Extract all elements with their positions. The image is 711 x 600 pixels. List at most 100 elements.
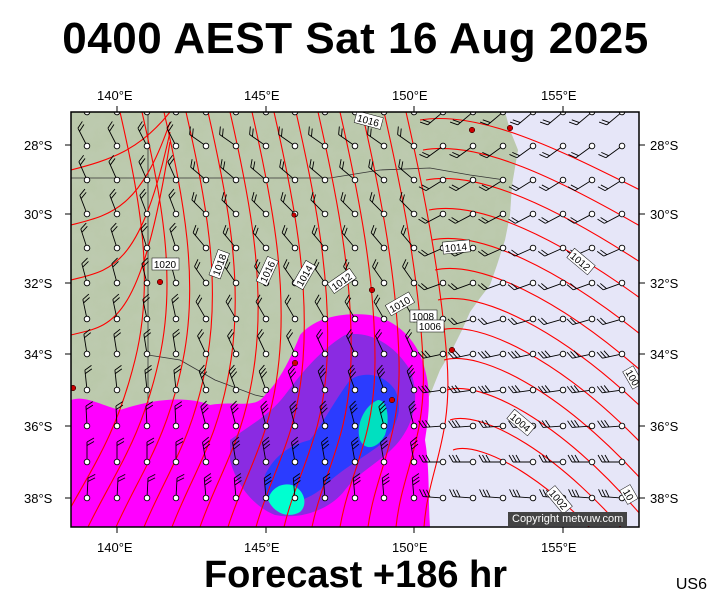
wind-barb bbox=[447, 350, 477, 359]
wind-barb bbox=[448, 176, 477, 191]
city-marker bbox=[468, 126, 476, 134]
wind-barb bbox=[257, 329, 270, 358]
wind-barb bbox=[251, 191, 270, 218]
wind-barb bbox=[507, 244, 537, 257]
wind-barb bbox=[113, 437, 125, 466]
wind-barb bbox=[139, 188, 151, 218]
wind-barb bbox=[597, 419, 626, 430]
wind-barb bbox=[78, 154, 91, 184]
lat-label-left-36: 36°S bbox=[24, 419, 53, 434]
wind-barb bbox=[351, 473, 361, 502]
wind-barb bbox=[400, 224, 418, 252]
isobar-line bbox=[115, 112, 191, 527]
wind-barb bbox=[507, 315, 537, 325]
wind-barb bbox=[232, 112, 240, 116]
wind-barb bbox=[232, 436, 241, 466]
wind-barb bbox=[478, 454, 507, 466]
isobar-line bbox=[443, 358, 639, 478]
wind-barb bbox=[143, 401, 154, 430]
wind-barb bbox=[113, 473, 126, 502]
forecast-label: Forecast +186 hr bbox=[203, 554, 508, 596]
wind-barb bbox=[419, 112, 447, 126]
wind-barb bbox=[167, 154, 180, 184]
city-marker bbox=[388, 396, 396, 404]
lon-label-bottom-145: 145°E bbox=[244, 540, 280, 555]
wind-barb bbox=[143, 473, 156, 502]
wind-barb bbox=[195, 294, 210, 323]
wind-barb bbox=[281, 224, 299, 252]
wind-barb bbox=[200, 400, 210, 430]
wind-barb bbox=[113, 328, 121, 358]
isobar-line bbox=[431, 237, 639, 334]
wind-barb bbox=[566, 385, 596, 394]
wind-barb bbox=[309, 159, 329, 184]
wind-barb bbox=[191, 191, 210, 218]
wind-barb bbox=[410, 436, 419, 466]
wind-barb bbox=[262, 473, 272, 502]
isobar-line bbox=[71, 112, 145, 508]
isobar-line bbox=[440, 328, 639, 442]
wind-barb bbox=[83, 473, 96, 502]
isobar-line bbox=[199, 112, 259, 527]
city-markers bbox=[71, 124, 514, 404]
wind-barb bbox=[397, 126, 418, 150]
wind-barb bbox=[113, 401, 124, 430]
wind-barb bbox=[260, 400, 270, 430]
isobar-label-1014-coast: 1014 bbox=[444, 242, 468, 255]
wind-barb bbox=[190, 159, 210, 184]
wind-barb bbox=[596, 350, 626, 359]
wind-barb bbox=[419, 489, 447, 502]
isobar-label-1008: 1008 bbox=[412, 312, 435, 323]
wind-barb bbox=[418, 419, 447, 430]
wind-barb bbox=[168, 188, 180, 218]
wind-barb bbox=[338, 126, 359, 150]
wind-barb bbox=[538, 454, 567, 466]
wind-barb bbox=[316, 329, 329, 358]
wind-barb bbox=[597, 210, 626, 224]
isobar-line bbox=[311, 112, 352, 527]
city-marker bbox=[71, 384, 77, 392]
wind-barb bbox=[418, 210, 447, 224]
wind-barb bbox=[108, 154, 121, 184]
wind-barb bbox=[111, 257, 121, 287]
lat-label-left-30: 30°S bbox=[24, 207, 53, 222]
wind-barb bbox=[291, 112, 299, 116]
wind-barb bbox=[596, 244, 626, 257]
wind-barb bbox=[372, 259, 388, 287]
wind-barb bbox=[449, 112, 477, 126]
wind-barb bbox=[537, 315, 567, 325]
wind-barb bbox=[568, 142, 596, 159]
wind-barb bbox=[368, 159, 388, 184]
wind-barb bbox=[319, 400, 329, 430]
wind-barb bbox=[284, 294, 299, 323]
wind-barb bbox=[262, 112, 270, 116]
isobar-line bbox=[428, 207, 639, 298]
wind-barb bbox=[83, 365, 93, 394]
wind-barb bbox=[169, 222, 180, 252]
wind-barb bbox=[537, 279, 567, 291]
isobar-line bbox=[383, 112, 424, 527]
wind-barb bbox=[417, 350, 447, 359]
wind-barb bbox=[249, 126, 270, 150]
wind-barb bbox=[478, 210, 507, 224]
wind-barb bbox=[252, 224, 270, 252]
wind-barb bbox=[479, 142, 507, 159]
isobar-line bbox=[71, 112, 171, 171]
wind-barb bbox=[140, 222, 151, 252]
wind-barb bbox=[539, 112, 567, 126]
wind-barb bbox=[509, 142, 537, 159]
isobar-line bbox=[434, 268, 639, 370]
wind-barb bbox=[107, 121, 121, 150]
lon-label-bottom-140: 140°E bbox=[97, 540, 133, 555]
wind-barb bbox=[141, 257, 151, 287]
wind-barb bbox=[447, 315, 477, 325]
isobar-line bbox=[87, 112, 168, 527]
city-marker bbox=[448, 346, 456, 354]
wind-barb bbox=[418, 176, 447, 191]
wind-barb bbox=[478, 419, 507, 430]
wind-barb bbox=[537, 350, 567, 359]
wind-barb bbox=[408, 400, 418, 430]
lon-label-top-150: 150°E bbox=[392, 88, 428, 103]
wind-barb bbox=[194, 259, 210, 287]
wind-barb bbox=[449, 142, 477, 159]
